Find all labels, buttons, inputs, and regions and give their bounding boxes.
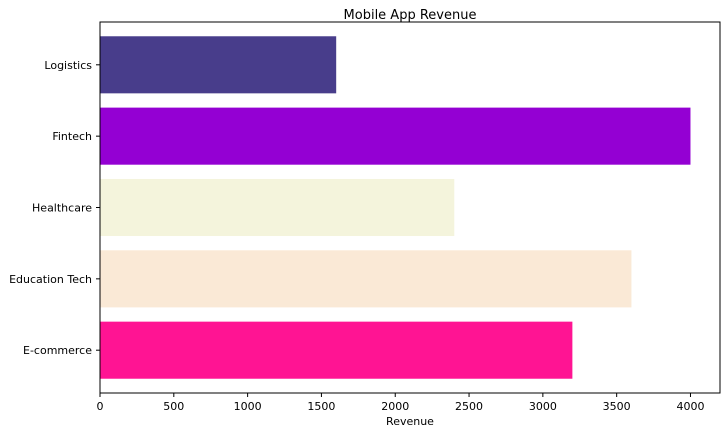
y-tick-label: Healthcare [32, 202, 92, 215]
bar-fintech [100, 107, 691, 165]
chart-title: Mobile App Revenue [344, 8, 477, 23]
x-tick-label: 0 [97, 400, 104, 413]
x-tick-label: 3500 [603, 400, 631, 413]
y-tick-label: E-commerce [23, 344, 92, 357]
x-tick-label: 2500 [455, 400, 483, 413]
x-tick-label: 3000 [529, 400, 557, 413]
x-tick-label: 500 [163, 400, 184, 413]
x-tick-label: 1500 [307, 400, 335, 413]
bar-e-commerce [100, 321, 573, 379]
ticks-group: E-commerce Education Tech Healthcare Fintec… [9, 59, 704, 413]
bar-logistics [100, 36, 337, 94]
plot-frame [99, 21, 721, 394]
y-tick-label: Education Tech [9, 273, 92, 286]
x-tick-label: 1000 [234, 400, 262, 413]
x-tick-label: 2000 [381, 400, 409, 413]
x-axis-label: Revenue [386, 415, 434, 428]
bar-education-tech [100, 250, 632, 308]
bars-group [100, 36, 691, 379]
x-tick-label: 4000 [676, 400, 704, 413]
bar-healthcare [100, 178, 455, 237]
y-tick-label: Fintech [52, 130, 92, 143]
y-tick-label: Logistics [44, 59, 92, 72]
